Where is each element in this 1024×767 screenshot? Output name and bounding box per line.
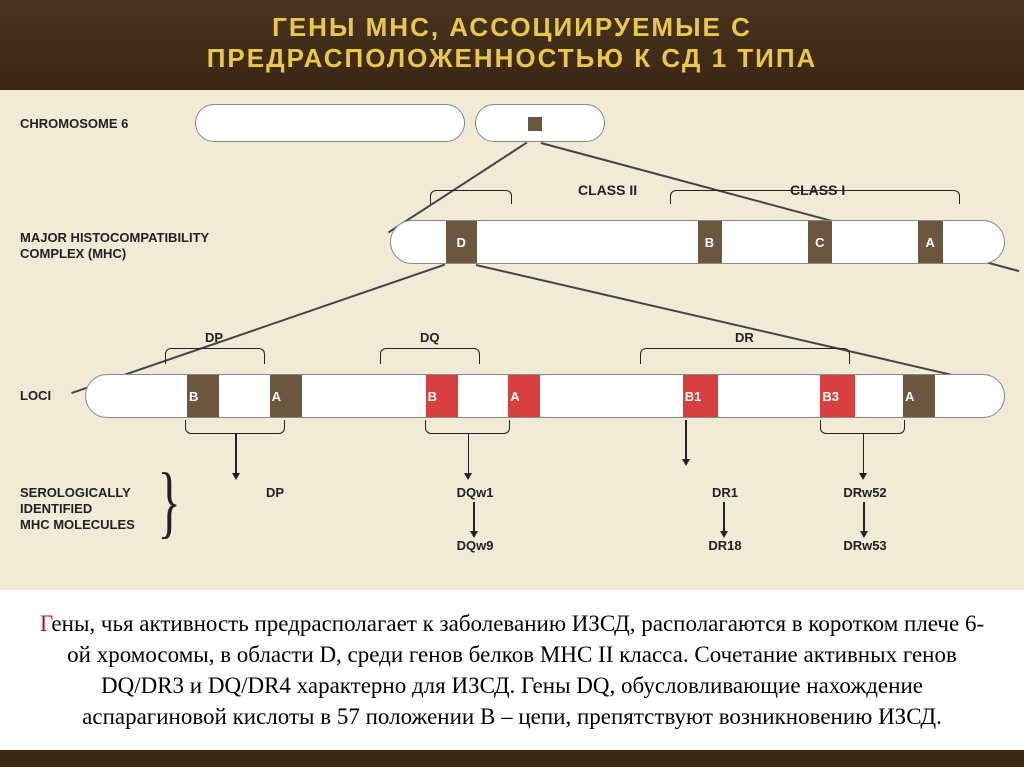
mhc-band-label: B [705,235,714,250]
loci-bar: B A B A B1 B3 A [85,374,1005,418]
ser-label-1: SEROLOGICALLY [20,485,131,500]
arrow-down-icon [723,502,725,532]
loci-band-label: A [272,389,281,404]
description: Гены, чья активность предрасполагает к з… [0,590,1024,750]
arrow-down-icon [468,434,470,474]
mhc-band-label: A [925,235,934,250]
description-lead: Г [40,611,52,636]
title-line-2: ПРЕДРАСПОЛОЖЕННОСТЬЮ К СД 1 ТИПА [0,43,1024,74]
serological-label: DRw53 [825,538,905,553]
locus-group-label: DP [205,330,223,345]
class1-label: CLASS I [790,182,845,198]
mhc-label-1: MAJOR HISTOCOMPATIBILITY [20,230,209,245]
zoom-line [476,264,993,385]
brace-icon: } [158,457,181,548]
ser-bracket [185,420,285,434]
loci-band-label: B1 [685,389,702,404]
ser-bracket [820,420,905,434]
loci-band-label: B [189,389,198,404]
locus-group-label: DQ [420,330,440,345]
ser-label-3: MHC MOLECULES [20,517,135,532]
locus-group-label: DR [735,330,754,345]
serological-label: DRw52 [825,485,905,500]
arrow-down-icon [235,434,237,474]
class2-label: CLASS II [578,182,637,198]
mhc-bar: DBCA [390,220,1005,264]
mhc-band-label: D [456,235,465,250]
loci-band-label: B [428,389,437,404]
slide-title: ГЕНЫ МНС, АССОЦИИРУЕМЫЕ С ПРЕДРАСПОЛОЖЕН… [0,0,1024,90]
arrow-down-icon [473,502,475,532]
mhc-label-2: COMPLEX (MHC) [20,246,126,261]
serological-label: DR18 [685,538,765,553]
loci-band-label: A [510,389,519,404]
loci-label: LOCI [20,388,51,403]
serological-label: DQw9 [435,538,515,553]
loci-band-label: A [905,389,914,404]
serological-label: DQw1 [435,485,515,500]
arrow-down-icon [863,434,865,474]
chromosome-p-arm [195,104,465,142]
serological-label: DP [235,485,315,500]
arrow-down-icon [863,502,865,532]
class2-bracket [430,190,512,204]
description-body: ены, чья активность предрасполагает к за… [51,611,984,729]
chromosome-label: CHROMOSOME 6 [20,116,128,131]
mhc-diagram: CHROMOSOME 6 CLASS II CLASS I MAJOR HIST… [0,90,1024,590]
locus-bracket-DQ [380,348,480,364]
loci-band-label: B3 [822,389,839,404]
mhc-band-label: C [815,235,824,250]
title-line-1: ГЕНЫ МНС, АССОЦИИРУЕМЫЕ С [0,12,1024,43]
ser-bracket [425,420,510,434]
serological-label: DR1 [685,485,765,500]
locus-bracket-DR [640,348,850,364]
ser-label-2: IDENTIFIED [20,501,92,516]
locus-bracket-DP [165,348,265,364]
chromosome-q-arm [475,104,605,142]
mhc-locus-marker [528,117,542,131]
arrow-down-icon [685,420,687,460]
